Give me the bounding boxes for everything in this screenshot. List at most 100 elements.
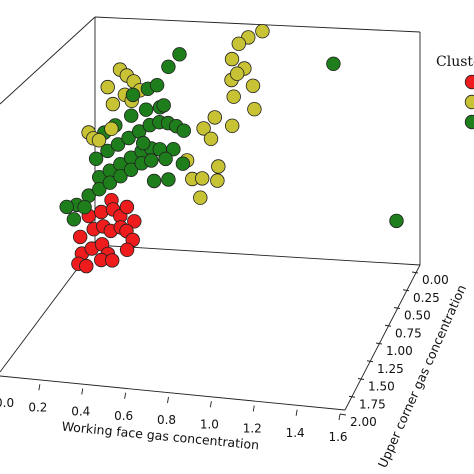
data-point-series-3 xyxy=(135,135,151,151)
data-point-series-1 xyxy=(127,214,142,229)
floor-front-edge xyxy=(0,375,346,411)
y-tick-mark xyxy=(339,413,347,416)
back-bottom-edge xyxy=(94,244,421,266)
floor-right-edge xyxy=(344,264,421,411)
data-point-series-2 xyxy=(224,118,240,134)
data-point-series-2 xyxy=(91,133,107,148)
data-point-series-3 xyxy=(92,181,107,197)
data-point-series-3 xyxy=(149,77,165,93)
x-tick-mark xyxy=(124,392,127,399)
data-point-series-3 xyxy=(125,87,141,103)
y-tick-label: 0.25 xyxy=(413,291,440,305)
x-tick-mark xyxy=(338,413,341,421)
data-point-series-3 xyxy=(113,168,128,184)
data-point-series-1 xyxy=(119,242,135,258)
data-point-series-2 xyxy=(231,36,247,52)
data-point-series-2 xyxy=(193,190,208,205)
data-point-series-3 xyxy=(146,173,162,189)
y-tick-label: 1.25 xyxy=(377,362,404,376)
x-tick-label: 0.4 xyxy=(71,405,90,419)
data-point-series-3 xyxy=(110,137,126,152)
y-tick-label: 0.75 xyxy=(395,326,422,340)
y-tick-mark xyxy=(393,307,401,309)
x-axis: Working face gas concentration 0.00.20.4… xyxy=(0,384,348,452)
data-point-series-3 xyxy=(88,151,104,167)
data-point-series-2 xyxy=(255,24,270,39)
y-tick-label: 0.50 xyxy=(404,309,431,323)
data-point-series-2 xyxy=(196,121,211,136)
data-point-series-1 xyxy=(104,253,120,268)
data-point-series-1 xyxy=(72,229,88,245)
y-tick-label: 1.00 xyxy=(386,344,413,358)
data-point-series-3 xyxy=(172,47,187,62)
axes-panes xyxy=(0,16,421,411)
data-point-series-2 xyxy=(100,79,115,95)
data-point-series-3 xyxy=(123,108,139,123)
y-tick-mark xyxy=(402,289,410,292)
data-point-series-2 xyxy=(210,173,225,188)
data-point-series-3 xyxy=(326,56,341,72)
y-tick-mark xyxy=(348,395,356,398)
x-tick-label: 0.0 xyxy=(0,396,14,410)
data-point-series-2 xyxy=(224,51,240,67)
x-tick-mark xyxy=(295,409,298,416)
y-tick-label: 2.00 xyxy=(350,415,377,429)
y-tick-mark xyxy=(357,378,365,380)
data-point-series-2 xyxy=(105,96,121,112)
back-top-edge xyxy=(94,16,421,33)
y-tick-mark xyxy=(384,324,392,327)
data-point-series-2 xyxy=(203,131,219,147)
data-point-series-3 xyxy=(176,123,192,138)
y-axis: Upper corner gas concentration 0.000.250… xyxy=(339,271,469,470)
legend-marker-2 xyxy=(464,94,474,110)
data-point-series-3 xyxy=(144,153,159,168)
x-tick-mark xyxy=(167,396,169,404)
legend-marker-1 xyxy=(464,74,474,90)
data-point-series-1 xyxy=(94,204,109,220)
data-point-series-3 xyxy=(77,199,92,215)
data-point-series-1 xyxy=(119,199,135,215)
data-points xyxy=(59,24,404,274)
x-tick-mark xyxy=(252,405,255,412)
y-tick-mark xyxy=(411,271,419,274)
data-point-series-3 xyxy=(389,213,404,229)
data-point-series-2 xyxy=(226,89,241,104)
data-point-series-3 xyxy=(166,141,181,157)
data-point-series-2 xyxy=(211,159,226,174)
x-tick-mark xyxy=(209,401,212,408)
y-tick-mark xyxy=(375,342,383,345)
x-tick-label: 1.0 xyxy=(200,417,219,431)
data-point-series-3 xyxy=(123,162,139,178)
x-tick-label: 1.4 xyxy=(286,426,305,440)
data-point-series-2 xyxy=(194,171,210,186)
data-point-series-3 xyxy=(161,172,176,187)
left-wall-top-edge xyxy=(0,16,96,105)
y-tick-label: 0.00 xyxy=(422,273,449,287)
legend-marker-3 xyxy=(464,114,474,130)
y-tick-label: 1.50 xyxy=(368,380,395,394)
data-point-series-3 xyxy=(138,102,154,117)
x-tick-label: 0.2 xyxy=(28,400,47,414)
legend: Cluste xyxy=(436,54,474,130)
data-point-series-2 xyxy=(229,66,245,81)
x-tick-label: 0.6 xyxy=(114,409,133,423)
x-tick-mark xyxy=(81,388,84,395)
data-point-series-3 xyxy=(66,212,82,227)
data-point-series-2 xyxy=(207,110,223,125)
x-tick-mark xyxy=(38,384,41,391)
data-point-series-3 xyxy=(158,151,173,167)
data-point-series-3 xyxy=(156,98,171,113)
data-point-series-2 xyxy=(245,78,261,94)
data-point-series-3 xyxy=(121,130,136,146)
data-point-series-3 xyxy=(100,143,115,159)
legend-title: Cluste xyxy=(436,54,474,70)
data-point-series-3 xyxy=(161,59,176,75)
x-tick-label: 1.2 xyxy=(243,422,262,436)
x-tick-label: 0.8 xyxy=(157,413,176,427)
data-point-series-2 xyxy=(247,101,262,117)
data-point-series-1 xyxy=(79,258,94,274)
data-point-series-3 xyxy=(59,199,74,215)
y-tick-label: 1.75 xyxy=(359,397,386,411)
y-tick-mark xyxy=(366,360,374,363)
